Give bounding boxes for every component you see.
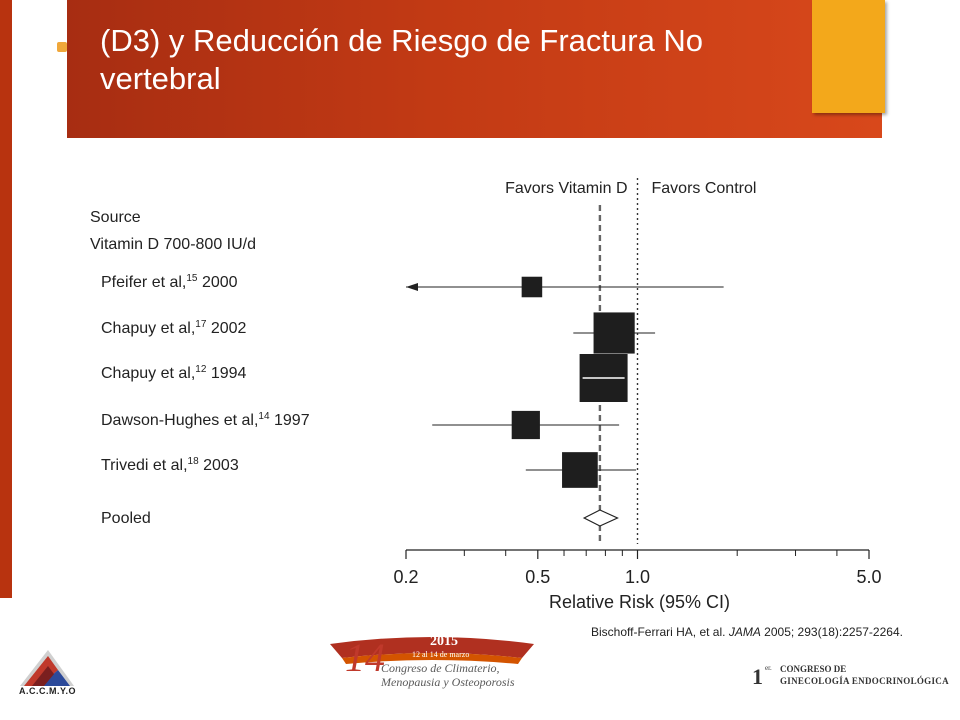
study-point	[521, 276, 543, 298]
congress-ordinal: 1	[752, 664, 763, 689]
pooled-label: Pooled	[101, 510, 151, 527]
badge-line-2: Menopausia y Osteoporosis	[381, 675, 515, 689]
citation-prefix: Bischoff-Ferrari HA, et al.	[591, 625, 729, 639]
source-header: Source	[90, 209, 141, 226]
congress-ordinal-suffix: er.	[765, 664, 772, 672]
accmyo-logo	[20, 650, 74, 686]
pooled-diamond	[582, 509, 619, 527]
study-year: 2002	[206, 320, 246, 337]
study-point	[511, 410, 540, 440]
favors-right-label: Favors Control	[652, 180, 757, 197]
badge-number: 14	[345, 635, 385, 680]
badge-dates: 12 al 14 de marzo	[412, 650, 470, 659]
study-year: 2000	[198, 274, 238, 291]
x-axis-label: Relative Risk (95% CI)	[549, 592, 730, 612]
study-label: Trivedi et al,18 2003	[101, 456, 239, 474]
study-name: Chapuy et al,	[101, 320, 195, 337]
badge-year: 2015	[430, 634, 458, 649]
badge-line-1: Congreso de Climaterio,	[381, 661, 500, 675]
citation-suffix: 2005; 293(18):2257-2264.	[760, 625, 903, 639]
congress-badge-logo	[330, 637, 534, 664]
study-ref: 17	[195, 319, 207, 330]
study-point	[562, 452, 598, 488]
study-label: Chapuy et al,12 1994	[101, 364, 247, 382]
x-tick-label: 0.5	[525, 567, 550, 587]
study-label: Pfeifer et al,15 2000	[101, 273, 238, 291]
title-bullet	[57, 42, 67, 52]
study-name: Dawson-Hughes et al,	[101, 412, 258, 429]
study-label: Chapuy et al,17 2002	[101, 319, 247, 337]
congress-line-2: GINECOLOGÍA ENDOCRINOLÓGICA	[780, 676, 949, 686]
study-name: Chapuy et al,	[101, 365, 195, 382]
study-ref: 18	[188, 456, 200, 467]
study-name: Pfeifer et al,	[101, 274, 186, 291]
slide-title: (D3) y Reducción de Riesgo de Fractura N…	[100, 23, 704, 96]
study-year: 1994	[206, 365, 246, 382]
x-tick-label: 1.0	[625, 567, 650, 587]
study-year: 2003	[199, 457, 239, 474]
study-year: 1997	[270, 412, 310, 429]
citation: Bischoff-Ferrari HA, et al. JAMA 2005; 2…	[591, 625, 903, 639]
x-tick-label: 5.0	[856, 567, 881, 587]
x-tick-label: 0.2	[393, 567, 418, 587]
group-label: Vitamin D 700-800 IU/d	[90, 236, 256, 253]
citation-journal: JAMA	[728, 625, 761, 639]
study-ref: 14	[258, 411, 270, 422]
accmyo-logo-text: A.C.C.M.Y.O	[18, 686, 76, 696]
study-name: Trivedi et al,	[101, 457, 188, 474]
study-ref: 15	[186, 273, 198, 284]
slide-header	[67, 0, 882, 138]
study-label: Dawson-Hughes et al,14 1997	[101, 411, 310, 429]
study-ref: 12	[195, 364, 207, 375]
favors-left-label: Favors Vitamin D	[505, 180, 627, 197]
accent-box	[812, 0, 885, 113]
congress-line-1: CONGRESO DE	[780, 664, 847, 674]
left-accent-bar	[0, 0, 12, 598]
ci-arrow	[406, 283, 418, 291]
study-point	[593, 312, 635, 354]
